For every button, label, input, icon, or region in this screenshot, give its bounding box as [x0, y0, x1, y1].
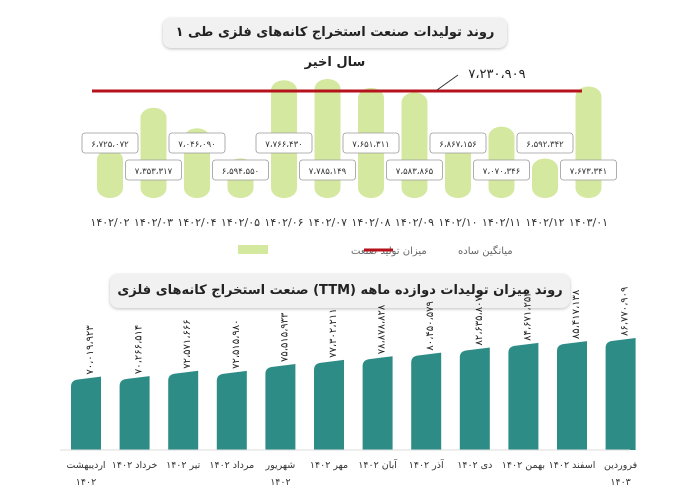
chart2-x-tick: مهر ۱۴۰۲ — [310, 460, 348, 471]
chart2-bar — [314, 359, 344, 450]
chart2-data-label: ۸۵،۴۱۷،۱۳۸ — [571, 289, 582, 339]
chart1-data-label-box — [255, 132, 313, 154]
chart1-data-label-box — [299, 159, 356, 181]
chart1-bar — [97, 149, 123, 198]
chart2-bar — [168, 370, 199, 450]
chart2-data-label: ۸۰،۴۵۰،۵۷۹ — [425, 301, 436, 350]
chart1-data-label: ۷،۷۶۶،۴۳۰ — [265, 140, 302, 150]
chart1-data-label-box — [125, 159, 182, 181]
chart1-bar — [401, 92, 428, 198]
chart2-data-label: ۷۲،۵۱۵،۹۸۰ — [231, 319, 242, 368]
chart1-data-label-box — [429, 132, 487, 154]
chart2-data-label: ۷۸،۸۷۸،۸۲۸ — [377, 304, 388, 354]
chart1-data-label-box — [212, 159, 269, 181]
chart1-data-label-box — [560, 159, 617, 181]
chart1-data-label: ۷،۳۵۳،۳۱۷ — [135, 167, 173, 177]
chart1-title: روند تولیدات صنعت استخراج کانه‌های فلزی … — [163, 18, 507, 70]
chart1-x-tick: ۱۴۰۲/۰۳ — [134, 216, 173, 229]
chart2-bar — [362, 356, 393, 450]
chart1-bar — [445, 140, 471, 198]
chart1-x-tick: ۱۴۰۲/۰۹ — [395, 216, 434, 229]
chart2-x-tick: فروردین — [604, 460, 637, 471]
chart1-average-leader — [436, 74, 459, 91]
chart2-x-tick: آذر ۱۴۰۲ — [409, 458, 444, 471]
chart1-x-tick: ۱۴۰۲/۱۱ — [482, 216, 521, 229]
chart1-x-tick: ۱۴۰۲/۱۰ — [438, 216, 477, 229]
chart2-x-tick: بهمن ۱۴۰۲ — [502, 460, 545, 471]
chart2-data-label: ۷۲،۵۷۱،۶۶۶ — [182, 319, 193, 368]
chart1-bar — [532, 158, 558, 198]
chart1-data-label: ۷،۶۵۱،۳۱۱ — [352, 140, 389, 150]
chart2-data-label: ۸۴،۶۷۱،۲۵۳ — [522, 291, 533, 341]
chart1-bar — [575, 86, 602, 198]
chart2-x-tick: مرداد ۱۴۰۲ — [209, 460, 254, 471]
chart2-x-tick: اردیبهشت — [66, 460, 105, 471]
chart1-average-label: ۷،۲۳۰،۹۰۹ — [468, 67, 525, 82]
chart1-x-tick: ۱۴۰۲/۱۲ — [525, 216, 564, 229]
chart2-x-tick: دی ۱۴۰۲ — [457, 460, 492, 471]
chart2-x-tick: ۱۴۰۲ — [76, 477, 96, 488]
chart1-data-label-box — [168, 132, 226, 154]
chart1-x-tick: ۱۴۰۲/۰۶ — [264, 216, 303, 229]
chart2-bar — [71, 376, 101, 450]
chart2-x-tick: اسفند ۱۴۰۲ — [549, 460, 596, 471]
chart2-bar — [459, 347, 490, 450]
chart1-data-label: ۶،۵۹۴،۵۵۰ — [222, 167, 259, 177]
chart1-x-tick: ۱۴۰۲/۰۵ — [221, 216, 260, 229]
chart2-title: روند میزان تولیدات دوازده ماهه (TTM) صنع… — [110, 274, 570, 308]
chart2-bar — [557, 341, 587, 450]
chart2-x-tick: ۱۴۰۳ — [610, 477, 630, 488]
chart1-data-label: ۶،۸۶۷،۱۵۶ — [439, 140, 476, 150]
chart1-data-label: ۷،۷۸۵،۱۴۹ — [309, 167, 347, 177]
chart1-x-tick: ۱۴۰۲/۰۴ — [177, 216, 216, 229]
chart1-x-tick: ۱۴۰۲/۰۷ — [308, 216, 347, 229]
chart1-data-label-box — [473, 159, 530, 181]
chart1-data-label: ۶،۷۲۵،۰۷۲ — [91, 140, 129, 150]
chart2-bar — [119, 376, 150, 450]
chart1-x-tick: ۱۴۰۲/۰۸ — [351, 216, 390, 229]
chart1-bar — [140, 107, 167, 198]
legend-swatch-bars — [238, 245, 268, 254]
chart1-data-label-box — [342, 132, 400, 154]
chart1-data-label-box — [516, 132, 574, 154]
chart2-bar — [508, 342, 539, 450]
chart2-bar — [265, 363, 296, 450]
chart1-x-tick: ۱۴۰۳/۰۱ — [569, 216, 608, 229]
chart1-x-tick: ۱۴۰۲/۰۲ — [90, 216, 129, 229]
chart1-data-label: ۷،۰۷۰،۳۴۶ — [483, 167, 520, 177]
chart2-data-label: ۷۰،۲۶۶،۵۱۴ — [134, 325, 145, 374]
chart2-bar — [216, 370, 247, 450]
chart2-data-label: ۸۲،۶۳۵،۸۰۷ — [474, 295, 485, 345]
chart2-x-tick: شهریور — [265, 460, 296, 471]
chart2-data-label: ۷۰،۰۱۹،۹۲۳ — [85, 325, 96, 375]
chart2-data-label: ۸۶،۷۷۰،۹۰۹ — [620, 287, 631, 336]
chart2-data-label: ۷۵،۵۱۵،۹۳۳ — [279, 312, 290, 362]
chart2-bar — [605, 338, 636, 450]
chart1-data-label-box — [386, 159, 443, 181]
chart1-data-label: ۷،۵۸۳،۸۶۵ — [396, 167, 434, 177]
chart2-x-tick: تیر ۱۴۰۲ — [166, 460, 201, 471]
chart2-x-tick: آبان ۱۴۰۲ — [358, 458, 397, 471]
chart1-data-label: ۷،۶۷۳،۳۴۱ — [570, 167, 607, 177]
chart2-x-tick: خرداد ۱۴۰۲ — [112, 460, 158, 471]
chart2-x-tick: ۱۴۰۲ — [270, 477, 290, 488]
chart2-bar — [411, 352, 442, 450]
chart1-data-label: ۷،۰۴۶،۰۹۰ — [178, 140, 215, 150]
chart1-data-label: ۶،۵۹۲،۳۴۲ — [526, 140, 564, 150]
chart2-data-label: ۷۷،۳۰۲،۲۱۱ — [328, 308, 339, 357]
chart1-data-label-box — [81, 132, 139, 154]
legend-label-average: میانگین ساده — [458, 245, 513, 257]
